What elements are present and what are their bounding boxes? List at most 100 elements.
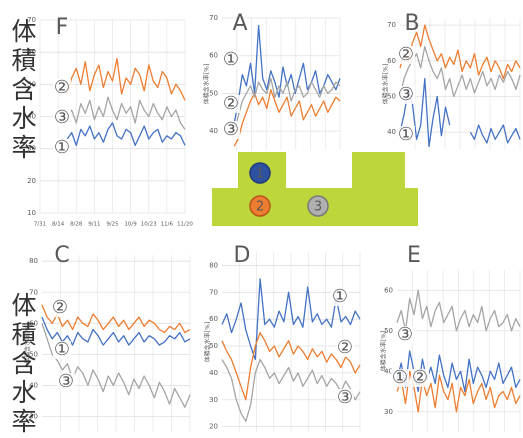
series-line xyxy=(66,96,186,130)
series-line xyxy=(41,316,191,346)
y-tick-label: 60 xyxy=(209,52,218,60)
label-bg xyxy=(336,339,354,357)
series-line xyxy=(221,331,361,401)
y-tick-label: 80 xyxy=(29,257,38,265)
series-line xyxy=(66,57,186,101)
y-tick-label: 70 xyxy=(209,288,218,296)
panel-title: D xyxy=(234,243,251,268)
y-tick-label: 60 xyxy=(29,319,38,327)
y-axis-label: 体積含水率[%] xyxy=(24,323,32,363)
y-tick-label: 40 xyxy=(387,128,396,136)
y-tick-label: 40 xyxy=(209,127,218,135)
node-circle xyxy=(307,195,329,217)
x-tick-label: 10/23 xyxy=(141,222,157,228)
series-label: ② xyxy=(52,297,68,318)
label-bg xyxy=(53,79,71,97)
y-tick-label: 40 xyxy=(27,113,36,121)
series-label: ② xyxy=(54,77,70,98)
y-tick-label: 40 xyxy=(209,369,218,377)
panel-title: C xyxy=(54,243,69,268)
y-tick-label: 30 xyxy=(29,412,38,420)
y-tick-label: 70 xyxy=(387,21,396,29)
y-tick-label: 70 xyxy=(209,14,218,22)
node-label: 1 xyxy=(256,167,264,182)
y-axis-label: 体積含水率[%] xyxy=(380,331,388,371)
y-tick-label: 10 xyxy=(27,209,36,217)
series-label: ① xyxy=(54,339,70,360)
series-line xyxy=(233,24,341,124)
series-label: ③ xyxy=(398,84,414,105)
y-tick-label: 30 xyxy=(27,145,36,153)
series-line xyxy=(396,370,521,413)
panel-title: B xyxy=(404,11,419,36)
y-tick-label: 20 xyxy=(27,177,36,185)
label-bg xyxy=(222,121,240,139)
side-label: 体積含水率 xyxy=(8,292,37,437)
x-tick-label: 10/9 xyxy=(124,222,137,228)
x-tick-label: 11/6 xyxy=(161,222,174,228)
y-tick-label: 50 xyxy=(384,327,393,335)
label-bg xyxy=(222,95,240,113)
label-bg xyxy=(397,46,415,64)
label-bg xyxy=(331,288,349,306)
y-tick-label: 70 xyxy=(27,16,36,24)
series-line xyxy=(66,122,186,147)
y-tick-label: 30 xyxy=(209,396,218,404)
y-tick-label: 40 xyxy=(384,367,393,375)
y-tick-label: 60 xyxy=(387,57,396,65)
label-bg xyxy=(391,369,409,387)
side-label: 体積含水率 xyxy=(8,18,37,163)
y-tick-label: 50 xyxy=(27,80,36,88)
label-bg xyxy=(336,389,354,407)
series-label: ② xyxy=(412,367,428,388)
series-line xyxy=(233,77,341,132)
series-label: ① xyxy=(332,286,348,307)
label-bg xyxy=(53,109,71,127)
y-tick-label: 70 xyxy=(29,288,38,296)
series-line xyxy=(41,304,191,334)
series-label: ② xyxy=(223,93,239,114)
series-line xyxy=(396,289,521,332)
y-tick-label: 50 xyxy=(209,89,218,97)
series-line xyxy=(233,89,341,147)
series-label: ① xyxy=(392,367,408,388)
y-tick-label: 80 xyxy=(209,261,218,269)
panel-title: E xyxy=(407,243,421,268)
label-bg xyxy=(222,51,240,69)
x-tick-label: 8/28 xyxy=(70,222,83,228)
x-tick-label: 9/25 xyxy=(106,222,119,228)
label-bg xyxy=(396,326,414,344)
node-circle xyxy=(249,195,271,217)
label-bg xyxy=(51,299,69,317)
series-line xyxy=(399,24,521,80)
y-tick-label: 50 xyxy=(387,92,396,100)
series-label: ③ xyxy=(54,107,70,128)
label-bg xyxy=(53,139,71,157)
series-label: ② xyxy=(337,337,353,358)
series-label: ① xyxy=(54,137,70,158)
node-label: 3 xyxy=(314,200,322,215)
node-circle xyxy=(249,162,271,184)
label-bg xyxy=(397,86,415,104)
label-bg xyxy=(57,373,75,391)
series-line xyxy=(399,45,521,98)
series-label: ③ xyxy=(223,119,239,140)
label-bg xyxy=(53,341,71,359)
series-label: ③ xyxy=(397,324,413,345)
y-tick-label: 20 xyxy=(209,423,218,431)
y-tick-label: 60 xyxy=(384,286,393,294)
series-line xyxy=(41,323,191,408)
panel-title: A xyxy=(232,11,247,36)
panel-title: F xyxy=(56,15,69,40)
y-tick-label: 50 xyxy=(209,342,218,350)
y-tick-label: 30 xyxy=(384,408,393,416)
label-bg xyxy=(397,126,415,144)
y-tick-label: 40 xyxy=(29,381,38,389)
label-bg xyxy=(411,369,429,387)
x-tick-label: 7/31 xyxy=(34,222,46,228)
series-label: ② xyxy=(398,44,414,65)
x-tick-label: 11/20 xyxy=(177,222,193,228)
y-tick-label: 50 xyxy=(29,350,38,358)
